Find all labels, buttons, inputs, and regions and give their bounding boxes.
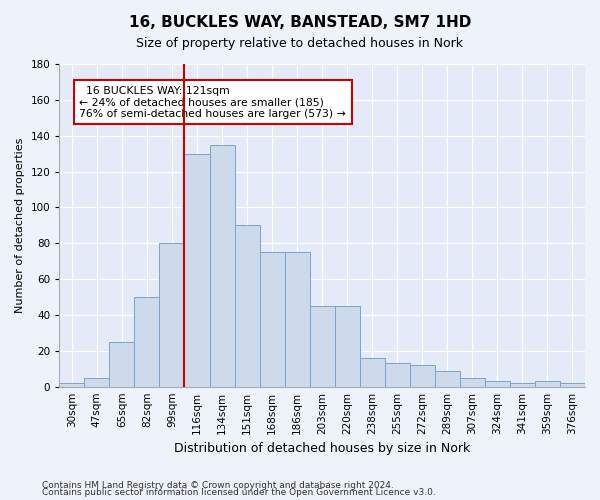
Text: 16, BUCKLES WAY, BANSTEAD, SM7 1HD: 16, BUCKLES WAY, BANSTEAD, SM7 1HD (129, 15, 471, 30)
Text: Contains public sector information licensed under the Open Government Licence v3: Contains public sector information licen… (42, 488, 436, 497)
Bar (310, 306, 335, 386)
Text: 16 BUCKLES WAY: 121sqm  
← 24% of detached houses are smaller (185)
76% of semi-: 16 BUCKLES WAY: 121sqm ← 24% of detached… (79, 86, 346, 118)
Bar (184, 154, 209, 386)
Bar (59, 383, 85, 386)
Bar (160, 244, 184, 386)
Bar (510, 383, 535, 386)
Bar (435, 370, 460, 386)
Bar (485, 382, 510, 386)
Bar (284, 252, 310, 386)
Bar (85, 378, 109, 386)
Bar (385, 364, 410, 386)
Bar (360, 358, 385, 386)
Y-axis label: Number of detached properties: Number of detached properties (15, 138, 25, 313)
Bar (134, 297, 160, 386)
Bar (109, 342, 134, 386)
Bar (560, 383, 585, 386)
Bar (535, 382, 560, 386)
Bar (209, 144, 235, 386)
Bar (335, 306, 360, 386)
Text: Contains HM Land Registry data © Crown copyright and database right 2024.: Contains HM Land Registry data © Crown c… (42, 480, 394, 490)
Bar (460, 378, 485, 386)
Bar (260, 252, 284, 386)
Text: Size of property relative to detached houses in Nork: Size of property relative to detached ho… (137, 38, 464, 51)
Bar (235, 226, 260, 386)
Bar (410, 365, 435, 386)
X-axis label: Distribution of detached houses by size in Nork: Distribution of detached houses by size … (174, 442, 470, 455)
